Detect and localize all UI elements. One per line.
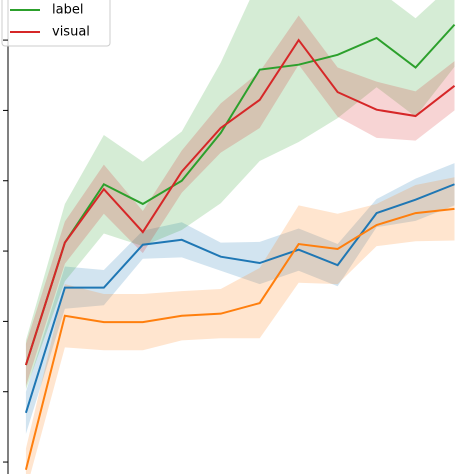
bands	[25, 0, 455, 474]
series-line	[24, 207, 455, 471]
error-band	[25, 15, 455, 387]
error-band	[25, 163, 455, 434]
legend-label: visual	[52, 25, 90, 40]
series-line	[24, 38, 456, 366]
legend: label visual	[1, 0, 111, 47]
legend-label: label	[52, 3, 83, 18]
lines	[24, 23, 456, 471]
series-line	[24, 183, 455, 414]
series-line	[24, 23, 456, 366]
legend-box	[1, 0, 111, 47]
